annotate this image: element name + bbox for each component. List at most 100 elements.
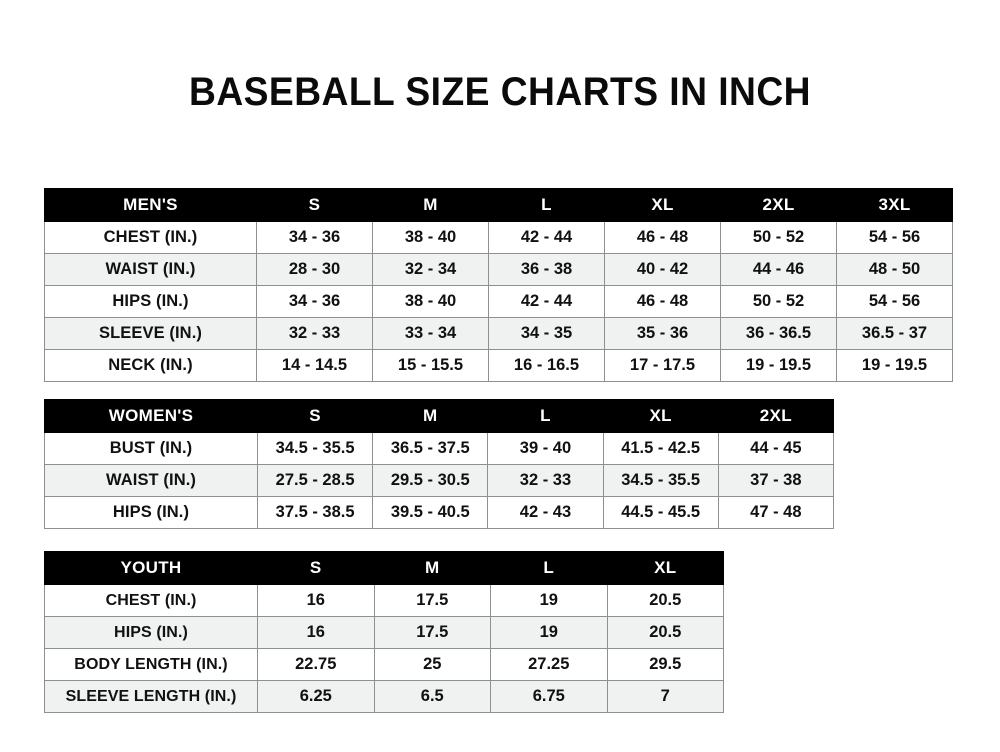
table-row: BUST (IN.) 34.5 - 35.5 36.5 - 37.5 39 - … (44, 432, 834, 465)
youth-chest-xl: 20.5 (606, 584, 724, 617)
mens-size-table: MEN'S S M L XL 2XL 3XL CHEST (IN.) 34 - … (44, 188, 953, 382)
mens-chest-s: 34 - 36 (256, 221, 373, 254)
youth-sleeve-length-l: 6.75 (490, 680, 608, 713)
womens-bust-l: 39 - 40 (487, 432, 604, 465)
youth-row-label-sleeve-length: SLEEVE LENGTH (IN.) (44, 680, 258, 713)
womens-size-table: WOMEN'S S M L XL 2XL BUST (IN.) 34.5 - 3… (44, 399, 834, 529)
page-title: BASEBALL SIZE CHARTS IN INCH (188, 70, 812, 114)
mens-chest-3xl: 54 - 56 (836, 221, 953, 254)
table-row: SLEEVE (IN.) 32 - 33 33 - 34 34 - 35 35 … (44, 317, 953, 350)
womens-header-m: M (372, 399, 489, 433)
youth-body-length-s: 22.75 (257, 648, 375, 681)
table-row: CHEST (IN.) 34 - 36 38 - 40 42 - 44 46 -… (44, 221, 953, 254)
mens-neck-m: 15 - 15.5 (372, 349, 489, 382)
table-row: NECK (IN.) 14 - 14.5 15 - 15.5 16 - 16.5… (44, 349, 953, 382)
mens-row-label-hips: HIPS (IN.) (44, 285, 257, 318)
mens-waist-2xl: 44 - 46 (720, 253, 837, 286)
table-row: CHEST (IN.) 16 17.5 19 20.5 (44, 584, 724, 617)
mens-neck-xl: 17 - 17.5 (604, 349, 721, 382)
womens-hips-2xl: 47 - 48 (717, 496, 834, 529)
table-row: HIPS (IN.) 37.5 - 38.5 39.5 - 40.5 42 - … (44, 496, 834, 529)
womens-waist-2xl: 37 - 38 (717, 464, 834, 497)
mens-sleeve-s: 32 - 33 (256, 317, 373, 350)
mens-chest-m: 38 - 40 (372, 221, 489, 254)
womens-row-label-waist: WAIST (IN.) (44, 464, 258, 497)
mens-waist-xl: 40 - 42 (604, 253, 721, 286)
mens-neck-2xl: 19 - 19.5 (720, 349, 837, 382)
mens-chest-l: 42 - 44 (488, 221, 605, 254)
womens-header-category: WOMEN'S (44, 399, 258, 433)
table-row: BODY LENGTH (IN.) 22.75 25 27.25 29.5 (44, 648, 724, 681)
youth-hips-l: 19 (490, 616, 608, 649)
youth-table-head: YOUTH S M L XL (44, 551, 724, 585)
youth-header-l: L (490, 551, 608, 585)
table-row: WAIST (IN.) 28 - 30 32 - 34 36 - 38 40 -… (44, 253, 953, 286)
womens-bust-xl: 41.5 - 42.5 (602, 432, 719, 465)
womens-header-2xl: 2XL (717, 399, 834, 433)
womens-hips-s: 37.5 - 38.5 (256, 496, 374, 529)
mens-waist-m: 32 - 34 (372, 253, 489, 286)
mens-row-label-chest: CHEST (IN.) (44, 221, 257, 254)
table-row: HIPS (IN.) 34 - 36 38 - 40 42 - 44 46 - … (44, 285, 953, 318)
youth-sleeve-length-xl: 7 (606, 680, 724, 713)
womens-header-xl: XL (602, 399, 719, 433)
youth-hips-m: 17.5 (373, 616, 491, 649)
mens-header-category: MEN'S (44, 188, 257, 222)
womens-hips-l: 42 - 43 (487, 496, 604, 529)
youth-sleeve-length-s: 6.25 (257, 680, 375, 713)
mens-table-head: MEN'S S M L XL 2XL 3XL (44, 188, 953, 222)
mens-waist-3xl: 48 - 50 (836, 253, 953, 286)
mens-header-xl: XL (604, 188, 721, 222)
youth-chest-l: 19 (490, 584, 608, 617)
womens-bust-2xl: 44 - 45 (717, 432, 834, 465)
mens-header-2xl: 2XL (720, 188, 837, 222)
mens-hips-s: 34 - 36 (256, 285, 373, 318)
youth-row-label-body-length: BODY LENGTH (IN.) (44, 648, 258, 681)
mens-hips-m: 38 - 40 (372, 285, 489, 318)
youth-chest-s: 16 (257, 584, 375, 617)
mens-sleeve-3xl: 36.5 - 37 (836, 317, 953, 350)
mens-hips-l: 42 - 44 (488, 285, 605, 318)
mens-sleeve-xl: 35 - 36 (604, 317, 721, 350)
youth-body-length-l: 27.25 (490, 648, 608, 681)
youth-table-body: CHEST (IN.) 16 17.5 19 20.5 HIPS (IN.) 1… (44, 584, 724, 713)
youth-header-s: S (257, 551, 375, 585)
mens-sleeve-m: 33 - 34 (372, 317, 489, 350)
mens-hips-xl: 46 - 48 (604, 285, 721, 318)
mens-neck-3xl: 19 - 19.5 (836, 349, 953, 382)
mens-chest-xl: 46 - 48 (604, 221, 721, 254)
womens-hips-m: 39.5 - 40.5 (372, 496, 489, 529)
youth-header-category: YOUTH (44, 551, 258, 585)
mens-header-3xl: 3XL (836, 188, 953, 222)
womens-table-body: BUST (IN.) 34.5 - 35.5 36.5 - 37.5 39 - … (44, 432, 834, 529)
mens-header-l: L (488, 188, 605, 222)
womens-header-l: L (487, 399, 604, 433)
womens-row-label-bust: BUST (IN.) (44, 432, 258, 465)
womens-header-s: S (256, 399, 374, 433)
youth-size-table: YOUTH S M L XL CHEST (IN.) 16 17.5 19 20… (44, 551, 724, 713)
mens-header-row: MEN'S S M L XL 2XL 3XL (44, 188, 953, 222)
womens-bust-s: 34.5 - 35.5 (256, 432, 374, 465)
mens-row-label-sleeve: SLEEVE (IN.) (44, 317, 257, 350)
mens-waist-s: 28 - 30 (256, 253, 373, 286)
womens-row-label-hips: HIPS (IN.) (44, 496, 258, 529)
youth-row-label-chest: CHEST (IN.) (44, 584, 258, 617)
mens-header-s: S (256, 188, 373, 222)
womens-waist-s: 27.5 - 28.5 (256, 464, 374, 497)
mens-row-label-waist: WAIST (IN.) (44, 253, 257, 286)
womens-table-head: WOMEN'S S M L XL 2XL (44, 399, 834, 433)
mens-waist-l: 36 - 38 (488, 253, 605, 286)
mens-hips-3xl: 54 - 56 (836, 285, 953, 318)
mens-sleeve-l: 34 - 35 (488, 317, 605, 350)
mens-table-body: CHEST (IN.) 34 - 36 38 - 40 42 - 44 46 -… (44, 221, 953, 382)
mens-chest-2xl: 50 - 52 (720, 221, 837, 254)
womens-header-row: WOMEN'S S M L XL 2XL (44, 399, 834, 433)
table-row: WAIST (IN.) 27.5 - 28.5 29.5 - 30.5 32 -… (44, 464, 834, 497)
table-row: HIPS (IN.) 16 17.5 19 20.5 (44, 616, 724, 649)
youth-header-row: YOUTH S M L XL (44, 551, 724, 585)
youth-chest-m: 17.5 (373, 584, 491, 617)
youth-sleeve-length-m: 6.5 (373, 680, 491, 713)
youth-hips-s: 16 (257, 616, 375, 649)
youth-body-length-xl: 29.5 (606, 648, 724, 681)
youth-header-m: M (373, 551, 491, 585)
